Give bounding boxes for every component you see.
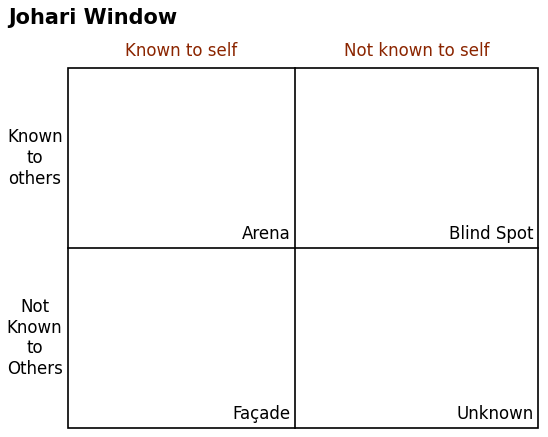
Text: Unknown: Unknown [456,405,534,423]
Text: Not known to self: Not known to self [344,42,489,60]
Text: Façade: Façade [232,405,290,423]
Text: Arena: Arena [242,225,290,243]
Text: Blind Spot: Blind Spot [449,225,534,243]
Text: Known
to
others: Known to others [7,128,62,188]
Text: Not
Known
to
Others: Not Known to Others [7,298,62,378]
Bar [68,68,538,428]
Text: Known to self: Known to self [125,42,238,60]
Text: Johari Window: Johari Window [8,8,177,28]
